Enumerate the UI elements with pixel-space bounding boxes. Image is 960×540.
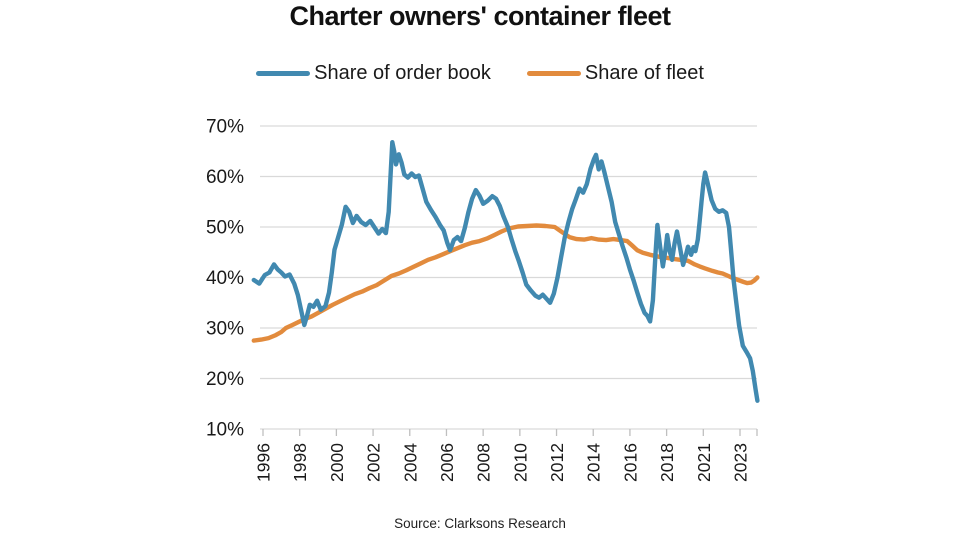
y-tick-label: 60%	[206, 167, 244, 188]
x-tick-label: 2004	[400, 443, 420, 482]
x-tick-label: 2014	[584, 443, 604, 482]
legend-label-order-book: Share of order book	[314, 61, 491, 84]
order_book-line	[251, 139, 760, 403]
x-tick-label: 1998	[290, 443, 310, 482]
fleet-line-swatch	[526, 70, 581, 76]
x-tick-label: 2018	[657, 443, 677, 482]
x-tick-label: 1996	[254, 443, 274, 482]
y-tick-label: 30%	[206, 319, 244, 340]
y-tick-label: 70%	[206, 117, 244, 138]
x-tick-label: 2021	[694, 443, 714, 482]
x-tick-label: 2012	[547, 443, 567, 482]
legend-label-fleet: Share of fleet	[584, 61, 704, 84]
x-tick-label: 2002	[364, 443, 384, 482]
order-book-line-swatch	[256, 70, 311, 76]
legend-item-fleet: Share of fleet	[526, 61, 704, 85]
y-tick-label: 20%	[206, 369, 244, 390]
legend-item-order-book: Share of order book	[256, 62, 491, 85]
x-tick-label: 2016	[620, 443, 640, 482]
y-tick-label: 10%	[206, 420, 244, 441]
source-note: Source: Clarksons Research	[394, 516, 566, 531]
y-tick-label: 50%	[206, 218, 244, 239]
chart-title: Charter owners' container fleet	[289, 1, 671, 31]
y-tick-label: 40%	[206, 268, 244, 289]
x-tick-label: 2000	[327, 443, 347, 482]
x-tick-label: 2008	[474, 443, 494, 482]
x-tick-label: 2010	[510, 443, 530, 482]
x-tick-label: 2006	[437, 443, 457, 482]
chart-legend: Share of order book Share of fleet	[0, 60, 960, 86]
fleet-line	[251, 223, 760, 343]
x-tick-label: 2023	[730, 443, 750, 482]
